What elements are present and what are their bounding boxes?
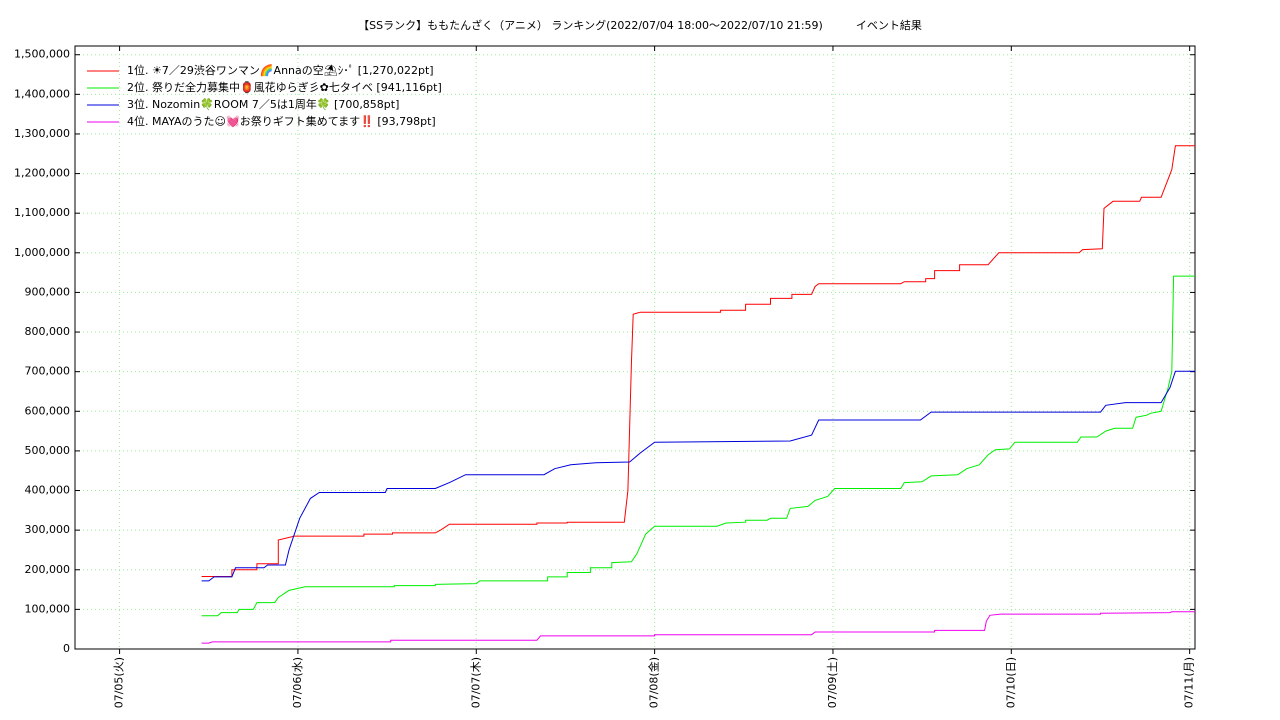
series-line xyxy=(201,145,1195,577)
y-tick-label: 800,000 xyxy=(25,325,71,338)
x-tick-label: 07/08(金) xyxy=(647,657,661,708)
y-tick-label: 1,500,000 xyxy=(14,48,70,61)
chart-title: 【SSランク】ももたんざく（アニメ） ランキング(2022/07/04 18:0… xyxy=(358,18,922,32)
legend-label: 4位. MAYAのうた☺💓お祭りギフト集めてます‼️ [93,798pt] xyxy=(127,114,436,128)
x-tick-label: 07/05(火) xyxy=(113,657,126,708)
y-tick-label: 1,300,000 xyxy=(14,127,70,140)
x-tick-label: 07/07(木) xyxy=(469,657,482,708)
legend-label: 1位. ☀7／29渋谷ワンマン🌈Annaの空⛱ｼ･ﾟ [1,270,022pt] xyxy=(127,63,434,77)
x-tick-label: 07/09(土) xyxy=(826,657,839,708)
y-tick-label: 1,000,000 xyxy=(14,246,70,259)
y-tick-label: 200,000 xyxy=(25,563,71,576)
plot-frame xyxy=(74,45,1196,650)
y-tick-label: 500,000 xyxy=(25,444,71,457)
y-tick-label: 0 xyxy=(63,642,70,655)
y-tick-label: 600,000 xyxy=(25,404,71,417)
x-tick-label: 07/11(月) xyxy=(1183,657,1196,708)
y-tick-label: 1,100,000 xyxy=(14,206,70,219)
series-line xyxy=(201,275,1195,617)
series-line xyxy=(201,370,1195,582)
y-tick-label: 1,400,000 xyxy=(14,87,70,100)
legend-label: 3位. Nozomin🍀ROOM 7／5は1周年🍀 [700,858pt] xyxy=(127,97,399,111)
y-tick-label: 300,000 xyxy=(25,523,71,536)
y-tick-label: 400,000 xyxy=(25,484,71,497)
y-tick-label: 700,000 xyxy=(25,365,71,378)
y-tick-label: 900,000 xyxy=(25,285,71,298)
y-tick-label: 100,000 xyxy=(25,602,71,615)
legend-label: 2位. 祭りだ全力募集中🏮風花ゆらぎ彡✿七タイベ [941,116pt] xyxy=(127,80,442,94)
x-tick-label: 07/06(水) xyxy=(291,657,304,708)
x-tick-label: 07/10(日) xyxy=(1004,657,1017,708)
series-line xyxy=(201,611,1195,644)
y-tick-label: 1,200,000 xyxy=(14,167,70,180)
